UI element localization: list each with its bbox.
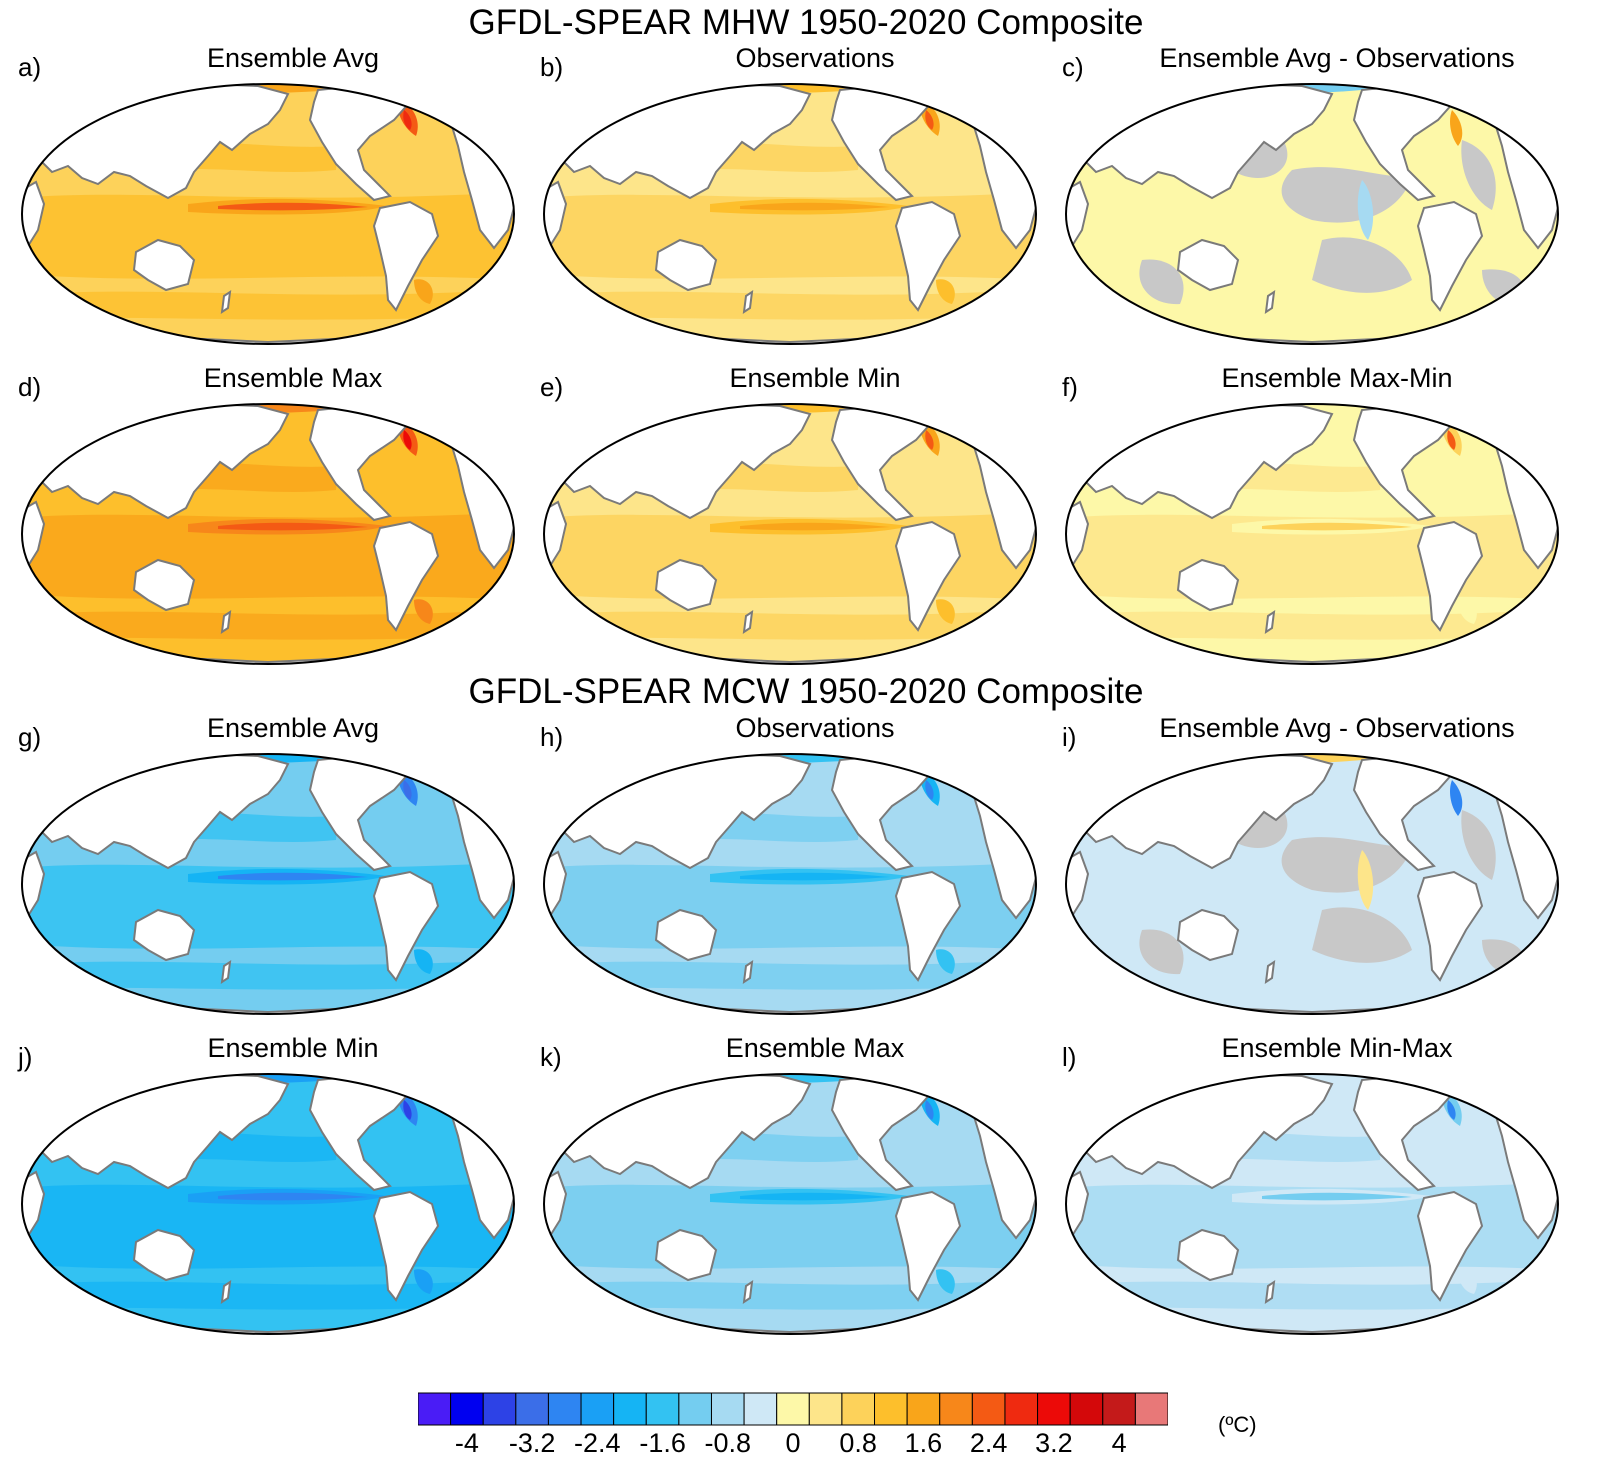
world-map (542, 1073, 1038, 1335)
colorbar-swatch (418, 1392, 452, 1426)
mcw-section-title: GFDL-SPEAR MCW 1950-2020 Composite (468, 672, 1144, 711)
map-panel: Ensemble Max d) (18, 362, 528, 665)
map-panel: Ensemble Avg - Observations i) (1062, 712, 1572, 1015)
colorbar-tick-label: 0 (785, 1428, 801, 1458)
world-map (20, 1073, 516, 1335)
world-map (542, 403, 1038, 665)
colorbar-swatch (710, 1392, 745, 1426)
map-panel: Ensemble Avg - Observations c) (1062, 42, 1572, 345)
colorbar-tick-label: -0.8 (704, 1428, 752, 1458)
colorbar-swatch (1069, 1392, 1104, 1426)
panel-title: Ensemble Max-Min (1221, 363, 1453, 393)
colorbar-swatch (645, 1392, 680, 1426)
colorbar-tick-label: 4 (1111, 1428, 1127, 1458)
colorbar-units: (ºC) (1218, 1412, 1257, 1437)
colorbar-tick-label: -1.6 (639, 1428, 686, 1458)
panel-title: Ensemble Max (203, 363, 383, 393)
colorbar-swatch (1004, 1392, 1039, 1426)
colorbar-swatch (906, 1392, 941, 1426)
map-panel: Ensemble Max k) (540, 1032, 1050, 1335)
map-panel: Observations b) (540, 42, 1050, 345)
map-panel: Ensemble Avg g) (18, 712, 528, 1015)
panel-title: Ensemble Avg (206, 43, 380, 73)
panel-title: Ensemble Max (725, 1033, 905, 1063)
colorbar-swatch (1037, 1392, 1071, 1426)
colorbar-swatch (776, 1392, 810, 1426)
map-panel: Ensemble Avg a) (18, 42, 528, 345)
colorbar-swatch (939, 1392, 973, 1426)
colorbar-tick-label: 2.4 (969, 1428, 1008, 1458)
colorbar-swatch (613, 1392, 647, 1426)
panel-title: Ensemble Min (729, 363, 901, 393)
colorbar-tick-label: -3.2 (508, 1428, 556, 1458)
world-map (20, 753, 516, 1015)
panel-title: Ensemble Avg (206, 713, 380, 743)
colorbar-swatch (743, 1392, 778, 1426)
panel-label: i) (1062, 722, 1077, 752)
colorbar-swatch (971, 1392, 1006, 1426)
map-panel: Ensemble Min-Max l) (1062, 1032, 1572, 1335)
panel-label: e) (540, 372, 564, 402)
world-map (20, 83, 516, 345)
world-map (542, 753, 1038, 1015)
panel-label: g) (18, 722, 42, 752)
panel-label: d) (18, 372, 42, 402)
panel-title: Observations (735, 43, 895, 73)
panel-title: Ensemble Avg - Observations (1159, 713, 1515, 743)
panel-label: a) (18, 52, 42, 82)
map-panel: Ensemble Min j) (18, 1032, 528, 1335)
colorbar (418, 1392, 1168, 1426)
colorbar-swatch (874, 1392, 908, 1426)
colorbar-swatch (1134, 1392, 1168, 1426)
colorbar-tick-label: 3.2 (1035, 1428, 1073, 1458)
colorbar-swatch (482, 1392, 517, 1426)
colorbar-swatch (547, 1392, 582, 1426)
colorbar-tick-label: 0.8 (839, 1428, 877, 1458)
panel-label: j) (18, 1042, 33, 1072)
panel-label: f) (1062, 372, 1078, 402)
colorbar-tick-label: -2.4 (574, 1428, 621, 1458)
colorbar-swatch (1102, 1392, 1136, 1426)
panel-label: h) (540, 722, 564, 752)
colorbar-swatch (580, 1392, 615, 1426)
map-panel: Ensemble Max-Min f) (1062, 362, 1572, 665)
panel-title: Ensemble Min-Max (1221, 1033, 1453, 1063)
colorbar-swatch (841, 1392, 876, 1426)
colorbar-swatch (515, 1392, 549, 1426)
world-map (1064, 1073, 1560, 1335)
colorbar-tick-label: 1.6 (904, 1428, 943, 1458)
colorbar-swatch (678, 1392, 712, 1426)
colorbar-swatch (450, 1392, 484, 1426)
map-panel: Ensemble Min e) (540, 362, 1050, 665)
panel-title: Ensemble Min (207, 1033, 379, 1063)
map-panel: Observations h) (540, 712, 1050, 1015)
mhw-section-title: GFDL-SPEAR MHW 1950-2020 Composite (468, 3, 1144, 42)
panel-title: Ensemble Avg - Observations (1159, 43, 1515, 73)
panel-title: Observations (735, 713, 895, 743)
world-map (1064, 753, 1560, 1015)
world-map (1064, 83, 1560, 345)
world-map (542, 83, 1038, 345)
colorbar-swatch (808, 1392, 843, 1426)
colorbar-tick-label: -4 (454, 1428, 479, 1458)
panel-label: l) (1062, 1042, 1077, 1072)
world-map (1064, 403, 1560, 665)
panel-label: c) (1062, 52, 1084, 82)
world-map (20, 403, 516, 665)
panel-label: k) (540, 1042, 562, 1072)
panel-label: b) (540, 52, 564, 82)
